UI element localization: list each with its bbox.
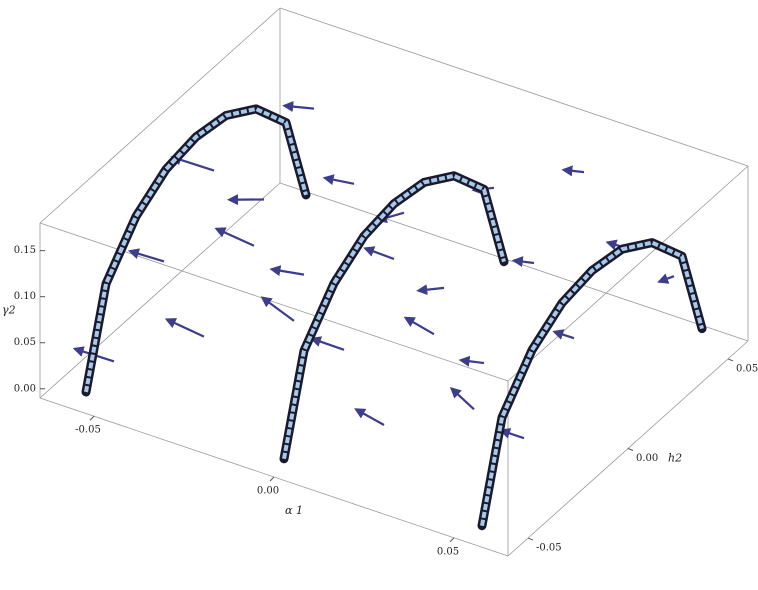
vector-arrow: [449, 387, 475, 411]
box-edge: [279, 7, 749, 167]
vector-arrow: [260, 296, 295, 322]
arc-curve: [84, 106, 308, 393]
vector-arrow: [657, 273, 675, 284]
vector-arrow: [363, 246, 395, 261]
y-tick-label: 0.00: [636, 453, 658, 464]
x-axis-label: α 1: [285, 504, 303, 517]
x-tick: [269, 476, 275, 482]
vector-arrow: [552, 329, 575, 340]
x-tick-label: 0.00: [257, 486, 279, 497]
x-tick-label: 0.05: [437, 546, 459, 557]
arc-curve: [480, 240, 704, 527]
vector-arrow: [416, 284, 445, 296]
vector-arrow: [164, 318, 205, 338]
box-edge: [39, 182, 281, 399]
box-edge: [39, 7, 281, 224]
box-edge: [39, 222, 509, 382]
vector-arrow: [458, 355, 485, 367]
y-tick-label: -0.05: [536, 543, 562, 554]
z-tick-label: 0.05: [14, 337, 36, 348]
z-tick-label: 0.00: [14, 383, 36, 394]
x-tick: [449, 537, 455, 543]
vector-arrow: [282, 101, 315, 113]
x-tick: [89, 415, 95, 421]
vector-arrow: [561, 165, 585, 177]
vector-arrow: [403, 316, 435, 336]
vector-arrow: [214, 227, 255, 247]
y-tick: [527, 537, 534, 541]
vector-arrow: [499, 428, 525, 440]
vector-arrow: [511, 256, 535, 268]
y-tick-label: 0.05: [736, 363, 758, 374]
arc-curve: [282, 173, 506, 460]
vector-arrow: [309, 336, 345, 351]
z-tick-label: 0.10: [14, 291, 36, 302]
vector-arrow: [269, 265, 305, 277]
y-tick: [627, 448, 634, 451]
y-tick: [727, 358, 734, 362]
z-tick-label: 0.15: [14, 245, 36, 256]
vector-arrow: [127, 248, 165, 263]
vector-arrow: [354, 408, 385, 426]
y-axis-label: h2: [668, 452, 682, 465]
box-edge: [507, 165, 749, 382]
x-tick-label: -0.05: [75, 425, 101, 436]
vector-arrow: [322, 174, 355, 186]
z-axis-label: γ2: [2, 304, 16, 317]
